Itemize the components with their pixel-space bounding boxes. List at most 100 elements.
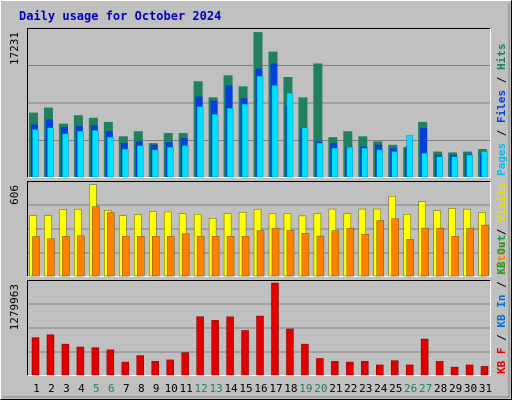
- bar-pages-day-1: [32, 129, 39, 178]
- legend-hits-files-pages: Pages / Files / Hits: [495, 44, 508, 177]
- panel-border-dark: [27, 28, 491, 178]
- max-label-hits-files-pages: 17231: [8, 32, 21, 65]
- day-label-10: 10: [165, 382, 178, 395]
- day-label-18: 18: [284, 382, 297, 395]
- day-label-25: 25: [389, 382, 402, 395]
- legend-visits-sites: Sites / Visits: [495, 182, 508, 275]
- day-label-30: 30: [464, 382, 477, 395]
- bar-sites-day-4: [77, 235, 85, 277]
- bar-sites-day-12: [196, 235, 205, 277]
- bar-pages-day-13: [211, 114, 219, 178]
- bar-pages-day-14: [226, 108, 234, 178]
- bar-kb-day-6: [106, 349, 115, 376]
- bar-sites-day-15: [241, 235, 250, 277]
- bar-sites-day-22: [346, 227, 355, 277]
- bar-kb-day-17: [271, 282, 279, 376]
- bar-pages-day-18: [286, 92, 294, 178]
- legend-item: /: [495, 70, 508, 90]
- bar-pages-day-2: [47, 127, 54, 178]
- bar-files-day-27: [420, 127, 428, 177]
- bar-kb-day-15: [241, 330, 249, 376]
- bar-sites-day-7: [122, 235, 130, 277]
- bar-sites-day-23: [361, 234, 370, 277]
- frame-inner-shadow: [3, 3, 510, 398]
- legend-item: /: [495, 275, 508, 295]
- day-label-28: 28: [434, 382, 447, 395]
- bar-kb-day-18: [286, 328, 294, 376]
- bar-kb-day-24: [376, 364, 384, 376]
- bar-sites-day-11: [181, 233, 190, 277]
- bar-sites-day-6: [107, 212, 115, 277]
- bar-kb-day-11: [181, 352, 189, 376]
- legend-item: Files: [495, 90, 508, 123]
- bar-sites-day-5: [92, 206, 100, 277]
- bar-pages-day-19: [301, 127, 309, 178]
- day-label-15: 15: [239, 382, 252, 395]
- day-label-6: 6: [108, 382, 115, 395]
- max-label-kb: 1279963: [8, 284, 21, 330]
- panel-border-light: [27, 181, 491, 277]
- bar-pages-day-7: [122, 148, 129, 178]
- bar-pages-day-15: [241, 103, 249, 178]
- day-label-23: 23: [359, 382, 372, 395]
- bar-pages-day-30: [466, 154, 473, 178]
- bar-kb-day-30: [465, 364, 474, 376]
- bar-kb-day-16: [256, 315, 264, 376]
- bar-pages-day-6: [107, 136, 114, 178]
- legend-item: Pages: [495, 143, 508, 176]
- legend-item: Visits: [495, 182, 508, 222]
- day-label-17: 17: [269, 382, 282, 395]
- bar-sites-day-26: [406, 239, 414, 277]
- bar-kb-day-23: [361, 361, 369, 376]
- bar-pages-day-29: [451, 156, 458, 178]
- bar-kb-day-8: [136, 355, 145, 376]
- day-label-11: 11: [180, 382, 193, 395]
- day-label-12: 12: [195, 382, 208, 395]
- day-label-31: 31: [479, 382, 492, 395]
- bar-sites-day-14: [226, 235, 235, 277]
- bar-pages-day-5: [92, 130, 99, 178]
- bar-pages-day-23: [361, 147, 369, 178]
- bar-pages-day-10: [166, 147, 174, 178]
- day-label-26: 26: [404, 382, 417, 395]
- bar-sites-day-10: [166, 235, 175, 277]
- bar-pages-day-28: [436, 156, 443, 178]
- day-label-1: 1: [33, 382, 40, 395]
- bar-sites-day-20: [316, 235, 325, 277]
- bar-sites-day-1: [32, 236, 40, 277]
- bar-sites-day-31: [481, 224, 489, 277]
- day-label-16: 16: [254, 382, 267, 395]
- day-label-4: 4: [78, 382, 85, 395]
- bar-kb-day-20: [316, 358, 324, 376]
- bar-kb-day-5: [91, 347, 100, 376]
- legend-item: Hits: [495, 44, 508, 71]
- panel-border-light: [27, 28, 491, 178]
- bar-kb-day-9: [151, 361, 159, 376]
- panel-border-dark: [27, 181, 491, 277]
- bar-sites-day-18: [286, 230, 295, 277]
- bar-kb-day-19: [301, 343, 309, 376]
- bar-sites-day-9: [151, 235, 160, 277]
- legend-item: /: [495, 222, 508, 242]
- bar-kb-day-2: [46, 334, 55, 376]
- bar-kb-day-25: [390, 360, 399, 376]
- legend-item: /: [495, 328, 508, 348]
- day-label-21: 21: [329, 382, 342, 395]
- bar-pages-day-11: [181, 145, 189, 178]
- bar-kb-day-21: [331, 361, 339, 376]
- day-label-13: 13: [209, 382, 222, 395]
- legend-item: KB Out: [495, 235, 508, 275]
- bar-sites-day-29: [451, 235, 459, 277]
- bar-pages-day-22: [346, 147, 354, 178]
- day-label-29: 29: [449, 382, 462, 395]
- bar-pages-day-17: [271, 85, 279, 178]
- day-label-20: 20: [314, 382, 327, 395]
- bar-kb-day-12: [196, 316, 204, 376]
- bar-sites-day-21: [331, 230, 340, 277]
- bar-sites-day-8: [137, 235, 145, 277]
- bar-sites-day-24: [376, 220, 385, 277]
- bar-pages-day-25: [391, 151, 398, 178]
- bar-kb-day-29: [450, 366, 459, 376]
